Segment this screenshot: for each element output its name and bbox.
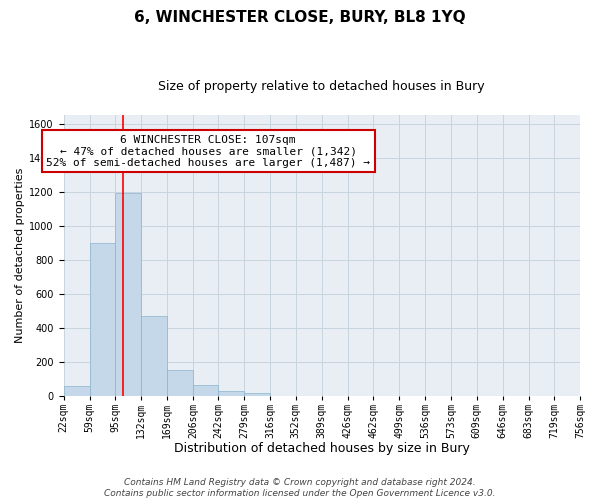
Bar bbox=[89, 242, 115, 396]
Text: 6 WINCHESTER CLOSE: 107sqm
← 47% of detached houses are smaller (1,342)
52% of s: 6 WINCHESTER CLOSE: 107sqm ← 47% of deta… bbox=[46, 134, 370, 168]
Bar bbox=[115, 193, 141, 396]
Text: Contains HM Land Registry data © Crown copyright and database right 2024.
Contai: Contains HM Land Registry data © Crown c… bbox=[104, 478, 496, 498]
Y-axis label: Number of detached properties: Number of detached properties bbox=[15, 168, 25, 343]
Title: Size of property relative to detached houses in Bury: Size of property relative to detached ho… bbox=[158, 80, 485, 93]
Text: 6, WINCHESTER CLOSE, BURY, BL8 1YQ: 6, WINCHESTER CLOSE, BURY, BL8 1YQ bbox=[134, 10, 466, 25]
X-axis label: Distribution of detached houses by size in Bury: Distribution of detached houses by size … bbox=[174, 442, 470, 455]
Bar bbox=[244, 393, 271, 396]
Bar bbox=[64, 386, 89, 396]
Bar bbox=[218, 390, 244, 396]
Bar bbox=[193, 386, 218, 396]
Bar bbox=[141, 316, 167, 396]
Bar bbox=[167, 370, 193, 396]
